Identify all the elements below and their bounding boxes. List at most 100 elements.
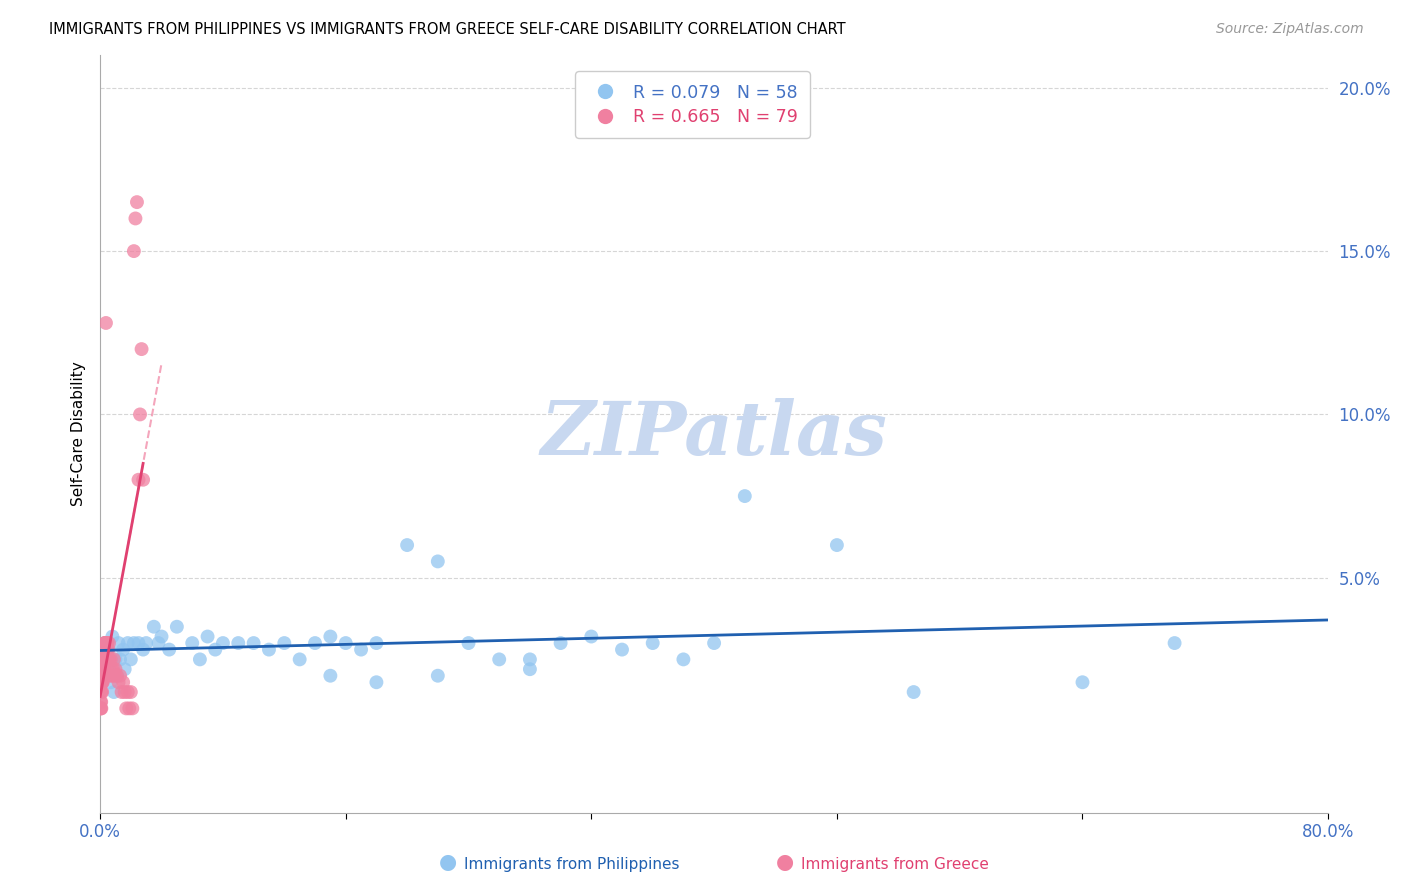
Point (426, 554, 449, 568)
Text: Source: ZipAtlas.com: Source: ZipAtlas.com (1216, 22, 1364, 37)
Point (129, 408, 152, 422)
Point (104, 669, 127, 683)
Point (519, 662, 541, 676)
Point (94, 652, 117, 666)
Point (226, 636, 249, 650)
Point (581, 630, 603, 644)
Point (89, 701, 111, 715)
Point (91, 662, 114, 676)
Point (90, 669, 112, 683)
Point (825, 538, 848, 552)
Point (641, 636, 664, 650)
Point (197, 630, 219, 644)
Point (128, 473, 150, 487)
Point (181, 636, 204, 650)
Point (91, 675, 114, 690)
Point (93, 662, 115, 676)
Point (110, 685, 132, 699)
Point (96, 636, 118, 650)
Point (90, 695, 112, 709)
Point (93, 669, 115, 683)
Point (94, 652, 117, 666)
Point (98, 652, 121, 666)
Point (1163, 636, 1185, 650)
Point (242, 636, 264, 650)
Point (157, 642, 180, 657)
Point (97, 642, 120, 657)
Point (94, 636, 117, 650)
Point (104, 662, 127, 676)
Point (97, 642, 120, 657)
Point (91, 669, 114, 683)
Text: Immigrants from Philippines: Immigrants from Philippines (464, 857, 679, 872)
Point (122, 244, 145, 259)
Point (97, 652, 120, 666)
Point (457, 636, 479, 650)
Point (212, 636, 235, 650)
Text: IMMIGRANTS FROM PHILIPPINES VS IMMIGRANTS FROM GREECE SELF-CARE DISABILITY CORRE: IMMIGRANTS FROM PHILIPPINES VS IMMIGRANT… (49, 22, 846, 37)
Point (132, 642, 155, 657)
Text: Immigrants from Greece: Immigrants from Greece (801, 857, 990, 872)
Point (93, 652, 115, 666)
Point (112, 675, 135, 690)
Point (94, 636, 117, 650)
Point (90, 675, 112, 690)
Point (122, 636, 145, 650)
Point (672, 652, 695, 666)
Point (96, 642, 118, 657)
Point (118, 701, 141, 715)
Point (550, 636, 572, 650)
Point (91, 662, 114, 676)
Point (90, 701, 112, 715)
Point (148, 636, 170, 650)
Point (91, 652, 114, 666)
Point (94, 652, 117, 666)
Point (90, 675, 112, 690)
Point (91, 675, 114, 690)
Point (131, 342, 153, 356)
Point (288, 652, 311, 666)
Point (90, 701, 112, 715)
Point (120, 685, 142, 699)
Point (101, 669, 124, 683)
Point (96, 642, 118, 657)
Point (734, 489, 756, 503)
Point (132, 473, 155, 487)
Point (93, 642, 115, 657)
Point (703, 636, 725, 650)
Point (319, 669, 342, 683)
Point (93, 642, 115, 657)
Point (114, 685, 136, 699)
Y-axis label: Self-Care Disability: Self-Care Disability (72, 361, 86, 507)
Point (366, 636, 388, 650)
Point (96, 652, 118, 666)
Point (93, 652, 115, 666)
Point (112, 642, 135, 657)
Point (96, 636, 118, 650)
Point (100, 662, 122, 676)
Point (304, 636, 326, 650)
Point (94, 652, 117, 666)
Point (115, 701, 138, 715)
Point (91, 652, 114, 666)
Point (98, 669, 121, 683)
Point (98, 662, 121, 676)
Point (105, 669, 128, 683)
Text: ZIPatlas: ZIPatlas (541, 398, 887, 470)
Point (117, 685, 139, 699)
Point (94, 642, 117, 657)
Point (128, 636, 150, 650)
Point (108, 652, 131, 666)
Point (98, 636, 121, 650)
Point (93, 636, 115, 650)
Point (319, 630, 342, 644)
Point (94, 316, 117, 330)
Point (107, 636, 129, 650)
Point (90, 685, 112, 699)
Point (142, 620, 165, 634)
Point (94, 636, 117, 650)
Point (93, 652, 115, 666)
Point (105, 669, 128, 683)
Point (101, 630, 124, 644)
Point (96, 642, 118, 657)
